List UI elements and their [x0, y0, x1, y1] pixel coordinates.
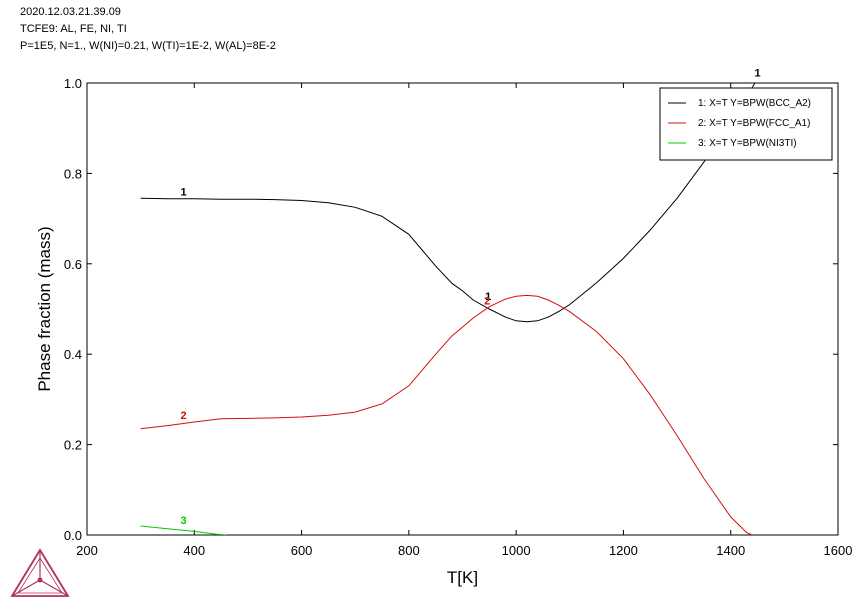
curve-label: 1: [180, 186, 186, 198]
thermo-calc-logo-icon: [10, 548, 70, 597]
legend-entry: 1: X=T Y=BPW(BCC_A2): [698, 98, 811, 109]
y-tick-label: 0.8: [64, 166, 82, 181]
y-tick-label: 1.0: [64, 76, 82, 91]
x-tick-label: 1600: [824, 543, 853, 558]
database-line: TCFE9: AL, FE, NI, TI: [20, 23, 127, 35]
curve-label: 3: [180, 515, 186, 527]
x-tick-label: 600: [291, 543, 313, 558]
y-tick-label: 0.2: [64, 438, 82, 453]
curve-label: 2: [180, 410, 186, 422]
timestamp-line: 2020.12.03.21.39.09: [20, 6, 121, 18]
legend-entry: 3: X=T Y=BPW(NI3TI): [698, 138, 797, 149]
y-tick-label: 0.6: [64, 257, 82, 272]
x-tick-label: 400: [183, 543, 205, 558]
curve-label: 1: [485, 291, 491, 303]
y-axis-title: Phase fraction (mass): [35, 226, 54, 391]
header: 2020.12.03.21.39.09 TCFE9: AL, FE, NI, T…: [20, 4, 276, 55]
x-tick-label: 1200: [609, 543, 638, 558]
series-line-2: [140, 294, 753, 535]
conditions-line: P=1E5, N=1., W(NI)=0.21, W(TI)=1E-2, W(A…: [20, 40, 276, 52]
y-tick-label: 0.0: [64, 528, 82, 543]
x-tick-label: 1400: [716, 543, 745, 558]
plot-area: [86, 82, 839, 536]
x-axis-title: T[K]: [447, 568, 478, 587]
legend-box: [659, 87, 833, 161]
series-line-1: [140, 83, 756, 323]
series-line-3: [140, 525, 227, 535]
y-tick-label: 0.4: [64, 347, 82, 362]
x-tick-label: 1000: [502, 543, 531, 558]
x-tick-label: 200: [76, 543, 98, 558]
curve-label: 1: [754, 67, 760, 79]
legend-entry: 2: X=T Y=BPW(FCC_A1): [698, 118, 810, 129]
curve-label: 2: [484, 296, 490, 308]
x-tick-label: 800: [398, 543, 420, 558]
